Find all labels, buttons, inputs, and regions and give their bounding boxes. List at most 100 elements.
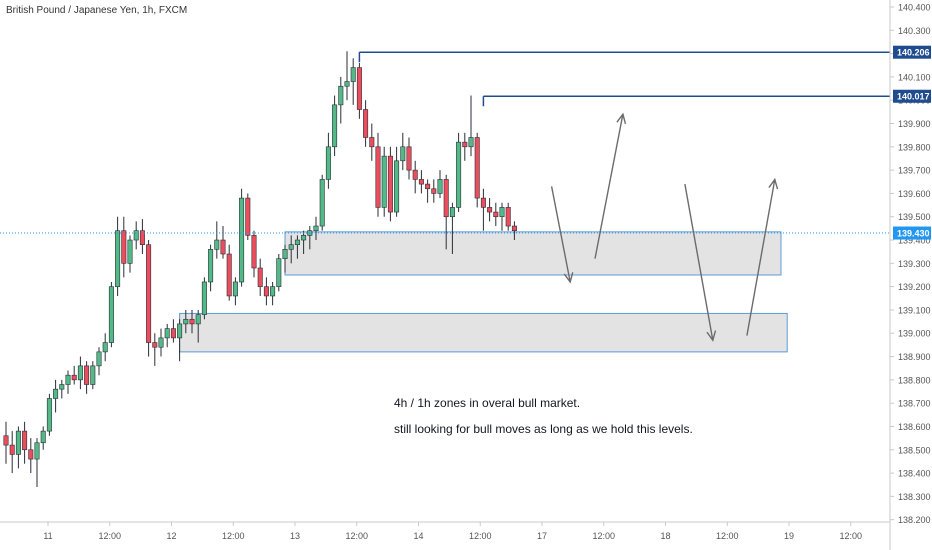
candle-body (431, 188, 437, 194)
candle-body (294, 239, 300, 245)
arrows-layer (550, 112, 779, 342)
level-tag-1-bg (893, 45, 931, 59)
x-tick-label: 12:00 (592, 531, 615, 541)
y-tick-label: 139.000 (898, 329, 931, 339)
candle-body (96, 351, 102, 367)
candle-body (443, 179, 449, 218)
y-tick-label: 139.600 (898, 189, 931, 199)
annotation-note-1: 4h / 1h zones in overal bull market. (394, 396, 581, 410)
projection-arrowhead-1 (563, 272, 574, 284)
candle-body (201, 281, 207, 315)
candle-body (338, 85, 344, 106)
y-tick-label: 138.200 (898, 515, 931, 525)
level-tag-1: 140.206 (897, 48, 930, 58)
candle-body (195, 314, 201, 325)
candle-body (456, 141, 462, 208)
candle-body (90, 365, 96, 385)
y-tick-label: 140.300 (898, 26, 931, 36)
candle-body (288, 244, 294, 250)
y-tick-label: 138.400 (898, 469, 931, 479)
x-tick-label: 17 (537, 531, 547, 541)
y-tick-label: 139.300 (898, 259, 931, 269)
x-tick-label: 19 (784, 531, 794, 541)
zones-layer (179, 231, 788, 353)
candle-body (127, 239, 133, 264)
candle-body (15, 430, 21, 455)
candle-body (3, 435, 9, 446)
candle-body (418, 179, 424, 185)
candle-body (332, 104, 338, 148)
candle-body (412, 169, 418, 180)
candle-body (282, 249, 288, 259)
candle-body (493, 211, 499, 218)
projection-arrow-3 (684, 183, 714, 341)
projection-arrow-4 (746, 179, 776, 336)
annotation-note-2: still looking for bull moves as long as … (394, 422, 693, 436)
candle-body (59, 384, 65, 390)
candle-body (226, 253, 232, 297)
demand-zone-1 (284, 231, 782, 276)
candle-body (474, 137, 480, 199)
x-tick-label: 18 (660, 531, 670, 541)
x-tick-label: 12:00 (716, 531, 739, 541)
chart-title: British Pound / Japanese Yen, 1h, FXCM (6, 5, 188, 16)
candle-body (84, 365, 90, 385)
level-tag-2: 140.017 (897, 92, 930, 102)
candle-body (251, 235, 257, 269)
candle-body (158, 337, 164, 348)
candle-body (319, 179, 325, 227)
y-tick-label: 138.600 (898, 422, 931, 432)
candle-body (65, 374, 71, 385)
candle-body (208, 249, 214, 283)
projection-arrow-2 (594, 114, 624, 259)
y-tick-label: 139.700 (898, 166, 931, 176)
candle-body (381, 155, 387, 208)
candle-body (480, 197, 486, 208)
x-tick-label: 12:00 (839, 531, 862, 541)
x-tick-label: 12:00 (222, 531, 245, 541)
candle-body (232, 281, 238, 297)
candle-body (214, 239, 220, 250)
candle-body (102, 342, 108, 353)
candle-body (139, 230, 145, 245)
demand-zone-2 (179, 312, 788, 353)
y-tick-label: 139.400 (898, 236, 931, 246)
y-tick-label: 140.400 (898, 2, 931, 12)
y-tick-label: 139.100 (898, 305, 931, 315)
candles-layer (3, 51, 517, 488)
y-tick-label: 138.700 (898, 399, 931, 409)
candle-body (53, 388, 59, 399)
candle-body (356, 67, 362, 110)
candle-body (152, 342, 158, 348)
candle-body (115, 230, 121, 287)
candle-body (71, 374, 77, 381)
candle-body (46, 398, 52, 432)
candle-body (487, 207, 493, 213)
candle-body (344, 81, 350, 87)
x-tick-label: 12 (166, 531, 176, 541)
candle-body (499, 207, 505, 218)
candle-body (121, 230, 127, 264)
candle-body (245, 197, 251, 236)
candle-body (177, 323, 183, 339)
candle-body (387, 155, 393, 213)
x-tick-label: 13 (290, 531, 300, 541)
x-tick-label: 12:00 (98, 531, 121, 541)
y-tick-label: 139.500 (898, 212, 931, 222)
candle-body (437, 179, 443, 194)
candle-body (363, 109, 369, 138)
candle-body (28, 449, 34, 460)
candle-body (164, 328, 170, 339)
candle-body (325, 146, 331, 180)
candle-body (34, 442, 40, 460)
candle-body (505, 207, 511, 227)
candle-body (108, 286, 114, 343)
current-price-tag: 139.430 (897, 229, 930, 239)
projection-arrowhead-2 (616, 112, 627, 125)
candle-body (270, 286, 276, 297)
candle-body (394, 160, 400, 213)
x-tick-label: 12:00 (345, 531, 368, 541)
